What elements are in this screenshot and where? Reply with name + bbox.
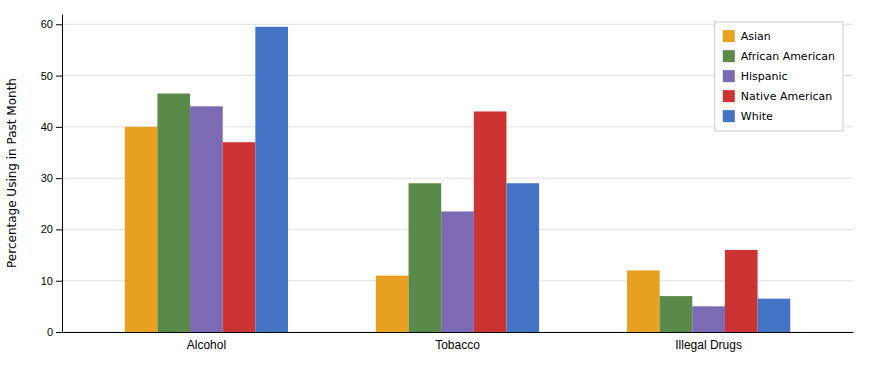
y-tick-mark [56, 332, 62, 333]
legend-box [715, 22, 843, 131]
y-tick: 30 [41, 172, 62, 184]
y-tick: 40 [41, 121, 62, 133]
y-tick-mark [56, 281, 62, 282]
x-tick-label: Tobacco [435, 338, 480, 352]
bar [409, 183, 442, 332]
bar [376, 276, 409, 332]
y-tick-label: 60 [41, 18, 53, 30]
legend-label: White [741, 110, 773, 123]
bar [758, 299, 791, 332]
y-tick-label: 10 [41, 275, 53, 287]
x-axis: Alcohol Tobacco Illegal Drugs [63, 333, 854, 352]
legend-swatch [723, 70, 735, 82]
bar [474, 111, 507, 332]
y-axis: 0 10 20 30 40 50 60 [41, 15, 63, 339]
x-tick-label: Alcohol [187, 338, 226, 352]
y-tick-mark [56, 229, 62, 230]
legend-item: White [723, 110, 773, 123]
y-tick: 0 [47, 326, 62, 338]
x-tick: Illegal Drugs [675, 338, 742, 352]
bar [660, 296, 693, 332]
bar [692, 306, 725, 332]
bar-series [223, 111, 758, 332]
grid [62, 24, 853, 332]
legend-swatch [723, 110, 735, 122]
y-tick-label: 20 [41, 223, 53, 235]
bar [255, 27, 288, 332]
y-axis-title: Percentage Using in Past Month [5, 78, 19, 268]
x-tick: Alcohol [187, 338, 226, 352]
legend-swatch [723, 50, 735, 62]
y-tick: 20 [41, 223, 62, 235]
y-tick-mark [56, 24, 62, 25]
legend-label: Asian [741, 30, 771, 43]
bar-series [255, 27, 790, 332]
bar [506, 183, 539, 332]
legend-item: African American [723, 50, 835, 63]
legend-item: Native American [723, 90, 832, 103]
y-tick-label: 0 [47, 326, 53, 338]
bar [157, 94, 190, 333]
y-tick-label: 30 [41, 172, 53, 184]
legend-swatch [723, 30, 735, 42]
y-tick-mark [56, 76, 62, 77]
y-tick-mark [56, 178, 62, 179]
legend-label: African American [741, 50, 835, 63]
bars [125, 27, 790, 332]
chart: 0 10 20 30 40 50 60 Alcohol Tobacco Illegal Drugs… [0, 0, 869, 366]
bar [125, 127, 158, 332]
legend-label: Hispanic [741, 70, 788, 83]
bar [725, 250, 758, 332]
legend: Asian African American Hispanic Native Amer… [715, 22, 843, 131]
bar [627, 270, 660, 332]
x-tick: Tobacco [435, 338, 480, 352]
y-tick: 60 [41, 18, 62, 30]
x-tick-label: Illegal Drugs [675, 338, 742, 352]
legend-item: Hispanic [723, 70, 788, 83]
bar-series [157, 94, 692, 333]
y-axis-line [62, 15, 63, 333]
y-tick-label: 40 [41, 121, 53, 133]
x-axis-line [63, 332, 854, 333]
y-tick: 10 [41, 275, 62, 287]
bar [190, 106, 223, 332]
legend-item: Asian [723, 30, 771, 43]
y-tick-mark [56, 127, 62, 128]
y-tick: 50 [41, 70, 62, 82]
legend-label: Native American [741, 90, 832, 103]
bar [223, 142, 256, 332]
y-tick-label: 50 [41, 70, 53, 82]
plot: 0 10 20 30 40 50 60 Alcohol Tobacco Illegal Drugs… [41, 15, 854, 352]
bar [441, 211, 474, 332]
legend-swatch [723, 90, 735, 102]
